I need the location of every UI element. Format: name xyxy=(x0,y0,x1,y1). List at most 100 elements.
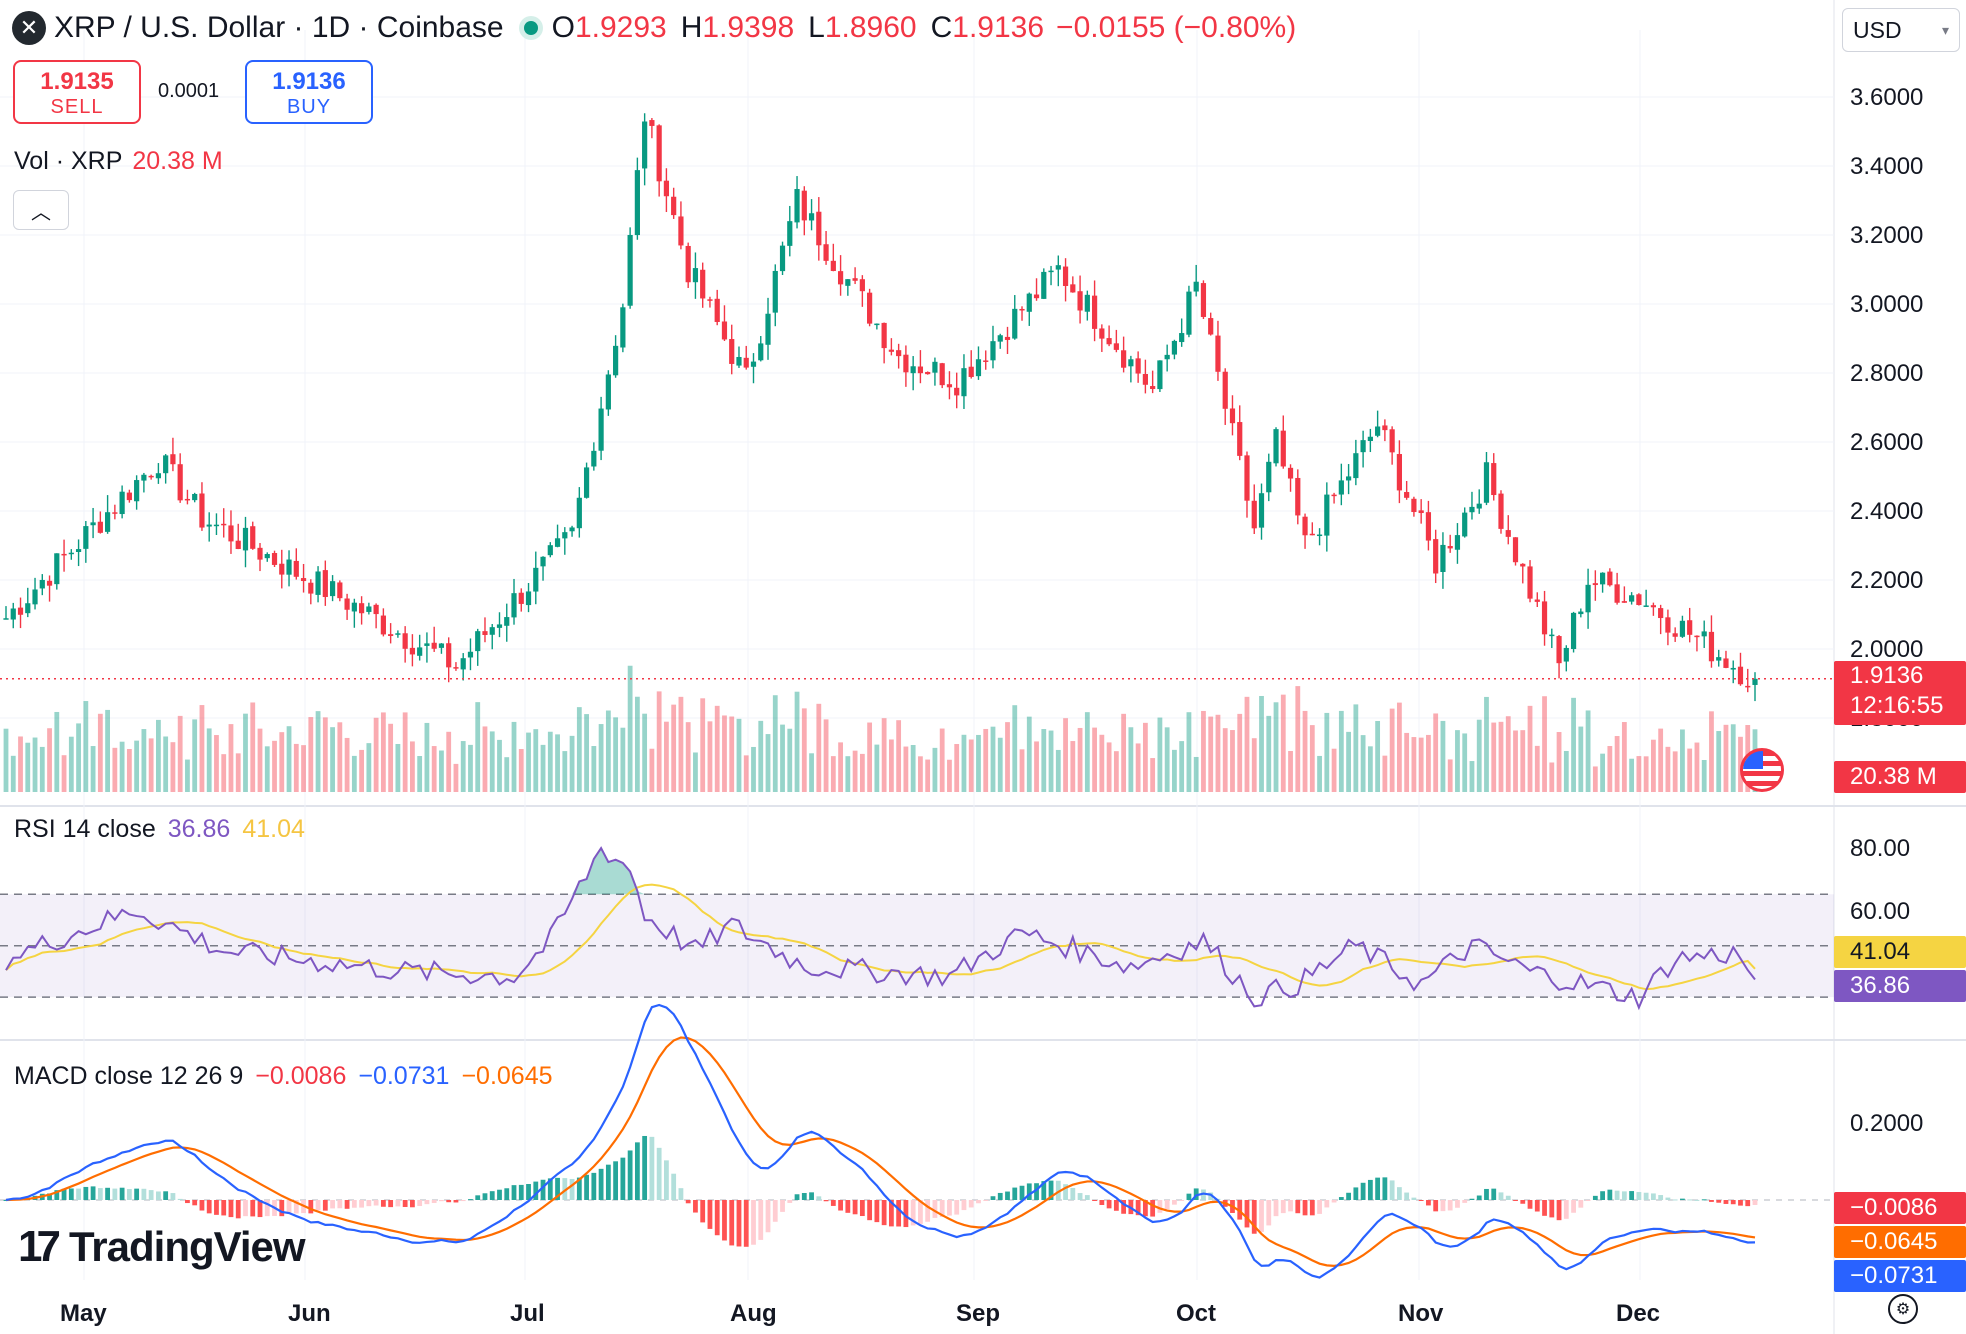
volume-bar xyxy=(947,759,952,792)
macd-histogram-bar xyxy=(1338,1197,1344,1200)
buy-label: BUY xyxy=(286,96,332,118)
volume-bar xyxy=(1157,717,1163,792)
macd-histogram-bar xyxy=(83,1186,89,1200)
macd-histogram-bar xyxy=(1462,1200,1468,1203)
currency-select[interactable]: USD ▾ xyxy=(1842,8,1960,52)
volume-bar xyxy=(39,746,45,792)
candle-body xyxy=(845,279,851,286)
volume-bar xyxy=(1295,686,1301,792)
volume-bar xyxy=(1070,741,1076,792)
volume-bar xyxy=(1426,734,1431,792)
volume-bar xyxy=(838,742,843,792)
volume-bar xyxy=(1084,712,1090,792)
candle-body xyxy=(1295,477,1301,516)
settings-gear-icon[interactable]: ⚙ xyxy=(1888,1294,1918,1324)
candle-body xyxy=(1404,492,1410,498)
chevron-up-icon: ︿ xyxy=(31,201,51,224)
candle-body xyxy=(1004,336,1011,340)
volume-bar xyxy=(1222,728,1228,792)
volume-bar xyxy=(235,753,241,792)
macd-histogram-bar xyxy=(453,1200,459,1203)
macd-histogram-bar xyxy=(1005,1191,1010,1200)
volume-bar xyxy=(896,720,902,792)
rsi-legend[interactable]: RSI 14 close 36.86 41.04 xyxy=(14,815,305,844)
volume-bar xyxy=(1092,727,1097,792)
macd-histogram-bar xyxy=(1404,1192,1410,1200)
candle-body xyxy=(1462,512,1468,537)
macd-histogram-bar xyxy=(555,1177,560,1200)
candle-body xyxy=(90,522,96,526)
month-label: Jul xyxy=(510,1300,545,1327)
close-label: C xyxy=(930,11,953,44)
volume-bar xyxy=(961,734,967,792)
candle-body xyxy=(787,221,793,246)
volume-bar xyxy=(1375,720,1381,792)
volume-bar xyxy=(664,721,669,792)
candle-body xyxy=(1091,295,1098,329)
macd-histogram-bar xyxy=(468,1199,473,1201)
candle-body xyxy=(1454,535,1461,550)
macd-histogram-bar xyxy=(852,1200,858,1215)
symbol-header[interactable]: ✕ XRP / U.S. Dollar · 1D · Coinbase O 1.9… xyxy=(12,8,1296,48)
macd-histogram-bar xyxy=(1346,1192,1351,1200)
volume-bar xyxy=(859,753,865,792)
volume-bar xyxy=(990,726,996,792)
candle-body xyxy=(235,540,241,550)
volume-bar xyxy=(177,715,183,792)
collapse-legend-button[interactable]: ︿ xyxy=(13,190,69,230)
rsi-legend-value: 36.86 xyxy=(167,815,231,843)
macd-histogram-bar xyxy=(337,1200,343,1209)
macd-histogram-bar xyxy=(293,1200,299,1214)
volume-bar xyxy=(881,718,887,792)
volume-bar xyxy=(1455,730,1460,792)
volume-bar xyxy=(126,749,132,792)
candle-body xyxy=(1128,359,1134,367)
candle-body xyxy=(1716,657,1722,661)
volume-legend[interactable]: Vol · XRP 20.38 M xyxy=(14,147,223,176)
macd-histogram-bar xyxy=(1077,1193,1083,1200)
volume-bar xyxy=(1396,702,1402,792)
volume-bar xyxy=(1048,730,1054,792)
macd-histogram-bar xyxy=(1317,1200,1322,1214)
candle-body xyxy=(1070,284,1076,293)
macd-histogram-bar xyxy=(170,1193,176,1200)
macd-histogram-bar xyxy=(424,1200,430,1205)
candle-body xyxy=(388,634,394,637)
volume-bar xyxy=(1563,750,1569,792)
macd-histogram-bar xyxy=(1621,1191,1627,1200)
candle-body xyxy=(1179,333,1185,343)
volume-bar xyxy=(1099,734,1105,792)
macd-histogram-bar xyxy=(1658,1195,1664,1200)
macd-legend[interactable]: MACD close 12 26 9 −0.0086 −0.0731 −0.0645 xyxy=(14,1062,553,1091)
candle-body xyxy=(1672,633,1678,637)
macd-histogram-bar xyxy=(576,1177,582,1200)
macd-histogram-bar xyxy=(192,1200,198,1206)
volume-bar xyxy=(460,741,466,792)
volume-bar xyxy=(439,750,444,792)
macd-histogram-bar xyxy=(214,1200,219,1215)
macd-histogram-bar xyxy=(620,1157,626,1200)
volume-bar xyxy=(678,696,684,792)
candle-body xyxy=(1643,605,1649,607)
candle-body xyxy=(75,549,82,553)
candle-body xyxy=(1273,429,1279,464)
candle-body xyxy=(1505,530,1511,537)
volume-bar xyxy=(874,744,880,792)
volume-bar xyxy=(1077,727,1083,792)
candle-body xyxy=(242,527,249,551)
us-flag-icon[interactable] xyxy=(1740,748,1784,792)
volume-bar xyxy=(656,691,662,792)
last-price-value: 1.9136 xyxy=(1850,662,1924,689)
buy-button[interactable]: 1.9136 BUY xyxy=(245,60,373,124)
candle-body xyxy=(1440,544,1446,572)
macd-histogram-bar xyxy=(1520,1200,1526,1204)
volume-bar xyxy=(1440,720,1446,792)
volume-bar xyxy=(83,701,89,792)
candle-body xyxy=(1055,265,1061,270)
candle-body xyxy=(540,556,546,567)
candle-body xyxy=(1745,685,1751,688)
volume-bar xyxy=(214,735,219,792)
sell-button[interactable]: 1.9135 SELL xyxy=(13,60,141,124)
candle-body xyxy=(1237,422,1243,456)
